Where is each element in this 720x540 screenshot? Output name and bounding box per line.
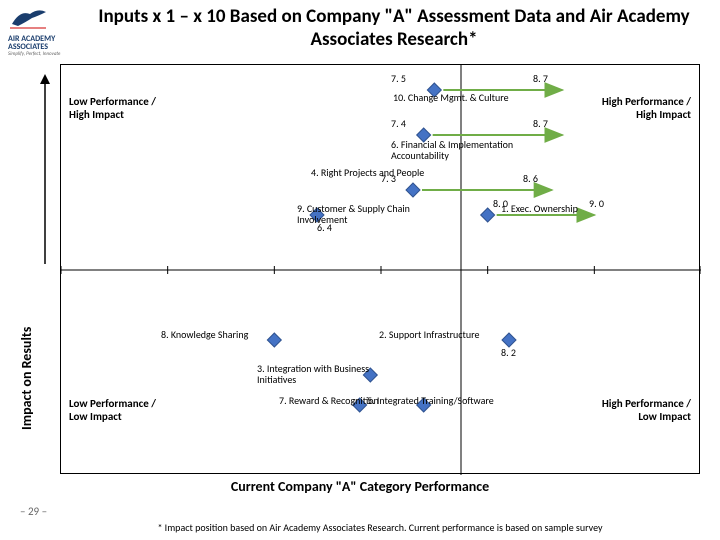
item-label: 10. Change Mgmt. & Culture — [393, 92, 509, 103]
quad-tr: High Performance /High Impact — [602, 95, 691, 121]
item-label: 8. Knowledge Sharing — [161, 329, 248, 340]
item-current-value: 7. 4 — [391, 117, 406, 130]
item-label: 3. Integration with Business Initiatives — [257, 363, 397, 385]
logo: AIR ACADEMY ASSOCIATES Simplify, Perfect… — [8, 6, 80, 57]
item-desired-value: 8. 6 — [523, 172, 538, 185]
page-number: – 29 – — [20, 505, 47, 518]
y-axis-label: Impact on Results — [18, 327, 35, 430]
page-title: Inputs x 1 – x 10 Based on Company "A" A… — [88, 6, 700, 52]
logo-name2: ASSOCIATES — [8, 43, 80, 51]
item-label: 4. Right Projects and People — [311, 167, 424, 178]
item-desired-value: 8. 2 — [501, 346, 516, 359]
item-current-value: 8. 0 — [493, 197, 508, 210]
footnote: * Impact position based on Air Academy A… — [60, 521, 700, 534]
item-current-value: 7. 5 — [391, 72, 406, 85]
item-label: 6. Financial & Implementation Accountabi… — [391, 139, 531, 161]
y-axis-arrow-icon — [38, 74, 52, 264]
quad-tl: Low Performance /High Impact — [69, 95, 156, 121]
item-label: 5. Integrated Training/Software — [367, 395, 494, 406]
quadrant-chart: Low Performance /High Impact High Perfor… — [60, 64, 700, 474]
quad-bl: Low Performance /Low Impact — [69, 397, 156, 423]
item-desired-value: 9. 0 — [589, 197, 604, 210]
item-label: 7. Reward & Recognition — [279, 395, 379, 406]
item-desired-value: 6. 4 — [317, 221, 332, 234]
logo-tag: Simplify, Perfect, Innovate — [8, 51, 80, 57]
item-desired-value: 8. 7 — [533, 72, 548, 85]
eagle-icon — [8, 6, 48, 30]
item-label: 1. Exec. Ownership — [501, 203, 578, 214]
x-axis-label: Current Company "A" Category Performance — [0, 478, 720, 495]
quad-br: High Performance /Low Impact — [602, 397, 691, 423]
item-desired-value: 8. 7 — [533, 117, 548, 130]
item-label: 2. Support Infrastructure — [379, 329, 479, 340]
item-current-value: 7. 3 — [381, 172, 396, 185]
